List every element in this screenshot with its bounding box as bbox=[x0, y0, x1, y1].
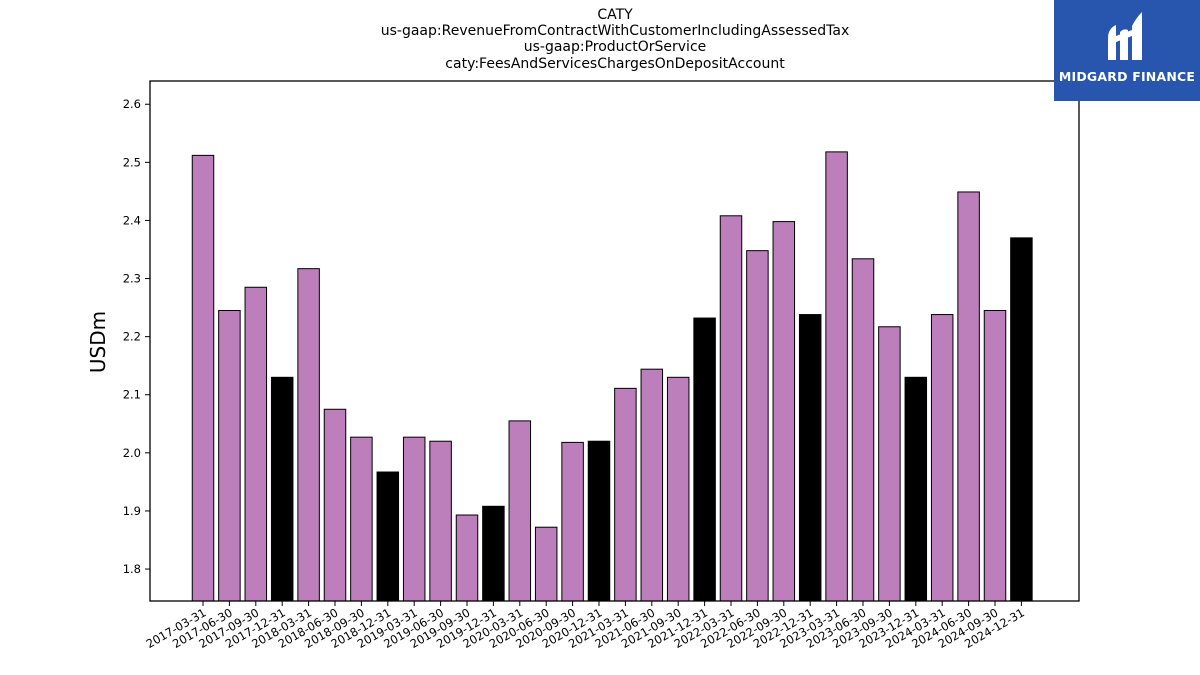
bar-2024-09-30 bbox=[983, 310, 1007, 602]
bar-2022-03-31 bbox=[719, 215, 743, 602]
y-tick-label: 2.1 bbox=[123, 388, 141, 402]
y-tick-label: 2.3 bbox=[123, 272, 141, 286]
bar-2022-12-31 bbox=[798, 314, 822, 602]
bar-2021-12-31 bbox=[693, 317, 716, 602]
logo-text: MIDGARD FINANCE bbox=[1058, 69, 1196, 84]
bar-2020-12-31 bbox=[587, 440, 611, 602]
y-tick-label: 2.5 bbox=[123, 155, 141, 169]
y-tick-label: 1.8 bbox=[123, 562, 141, 576]
bars-group bbox=[191, 151, 1033, 602]
bar-2018-06-30 bbox=[323, 408, 347, 602]
chart-title-line-3: us-gaap:ProductOrService bbox=[523, 39, 707, 55]
midgard-finance-logo: MIDGARD FINANCE bbox=[1054, 0, 1200, 101]
bar-2023-06-30 bbox=[851, 258, 875, 602]
bar-2022-06-30 bbox=[746, 250, 769, 602]
bar-2017-03-31 bbox=[191, 154, 215, 602]
chart-title-line-1: CATY bbox=[597, 7, 633, 23]
bar-2018-12-31 bbox=[376, 471, 400, 602]
y-tick-label: 2.0 bbox=[123, 446, 141, 460]
y-tick-label: 2.4 bbox=[123, 213, 141, 227]
bar-2023-03-31 bbox=[825, 151, 848, 602]
y-axis: 1.8 1.9 2.0 2.1 2.2 2.3 2.4 2.5 2.6 bbox=[123, 97, 150, 576]
plot-frame bbox=[149, 80, 1080, 602]
bar-2024-03-31 bbox=[930, 314, 954, 602]
bar-2018-03-31 bbox=[297, 268, 320, 602]
bar-2019-03-31 bbox=[402, 436, 426, 602]
bar-2018-09-30 bbox=[350, 436, 373, 602]
bar-2017-09-30 bbox=[244, 286, 268, 602]
bar-2020-06-30 bbox=[534, 526, 558, 602]
bar-2023-09-30 bbox=[878, 326, 901, 602]
x-axis: 2017-03-312017-06-302017-09-302017-12-31… bbox=[144, 601, 1027, 651]
bar-2020-09-30 bbox=[561, 441, 584, 602]
bar-2024-12-31 bbox=[1010, 237, 1033, 602]
bar-2021-03-31 bbox=[614, 387, 637, 602]
bar-2020-03-31 bbox=[508, 420, 532, 602]
chart-title-line-2: us-gaap:RevenueFromContractWithCustomerI… bbox=[380, 23, 850, 39]
y-tick-label: 1.9 bbox=[123, 504, 141, 518]
bar-2021-09-30 bbox=[666, 376, 690, 602]
bar-2022-09-30 bbox=[772, 221, 796, 602]
midgard-logo-icon bbox=[1108, 12, 1142, 60]
y-axis-label: USDm bbox=[86, 311, 110, 373]
bar-2017-06-30 bbox=[218, 310, 241, 602]
y-tick-label: 2.6 bbox=[123, 97, 141, 111]
bar-2023-12-31 bbox=[904, 376, 928, 602]
bar-2021-06-30 bbox=[640, 368, 664, 602]
bar-2019-09-30 bbox=[455, 514, 479, 602]
bar-2019-06-30 bbox=[429, 440, 452, 602]
bar-2019-12-31 bbox=[482, 505, 505, 602]
bar-2024-06-30 bbox=[957, 191, 980, 602]
chart-title-line-4: caty:FeesAndServicesChargesOnDepositAcco… bbox=[445, 56, 785, 72]
y-tick-label: 2.2 bbox=[123, 330, 141, 344]
bar-2017-12-31 bbox=[270, 376, 294, 602]
